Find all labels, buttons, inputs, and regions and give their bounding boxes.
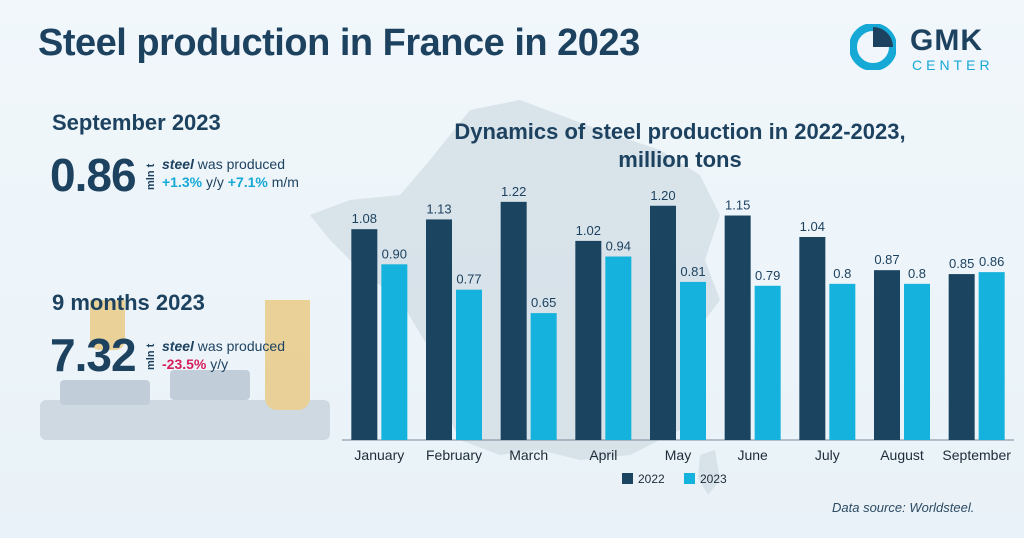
data-label-2022-july: 1.04 <box>800 219 825 234</box>
data-label-2022-september: 0.85 <box>949 256 974 271</box>
data-label-2022-june: 1.15 <box>725 198 750 213</box>
data-label-2022-january: 1.08 <box>352 211 377 226</box>
workers-illustration <box>40 300 330 440</box>
data-label-2023-april: 0.94 <box>606 239 631 254</box>
category-label-september: September <box>942 447 1011 463</box>
data-label-2023-september: 0.86 <box>979 254 1004 269</box>
stat-9months-value: 7.32 <box>50 329 137 381</box>
data-label-2022-august: 0.87 <box>874 252 899 267</box>
category-label-april: April <box>589 447 617 463</box>
chart-title: Dynamics of steel production in 2022-202… <box>420 118 940 174</box>
page-title: Steel production in France in 2023 <box>38 22 640 64</box>
bar-2022-may <box>650 205 676 440</box>
yoy-change: +1.3% <box>162 174 203 190</box>
category-label-july: July <box>815 447 840 463</box>
data-label-2023-august: 0.8 <box>908 266 926 281</box>
bar-2022-march <box>500 201 527 440</box>
legend-swatch-2022 <box>622 473 633 484</box>
bar-2022-january <box>351 229 378 440</box>
data-source: Data source: Worldsteel. <box>832 500 975 515</box>
bar-2022-february <box>426 219 452 440</box>
data-label-2023-february: 0.77 <box>456 272 481 287</box>
gmk-logo-icon <box>850 24 896 70</box>
bar-2023-september <box>978 272 1005 440</box>
logo-name: GMK <box>910 24 983 57</box>
bar-2023-february <box>456 289 482 440</box>
category-label-march: March <box>509 447 548 463</box>
logo-subtitle: CENTER <box>912 57 994 73</box>
yoy-change: -23.5% <box>162 356 207 372</box>
mom-change: +7.1% <box>227 174 268 190</box>
gmk-logo: GMK CENTER <box>850 24 1010 74</box>
legend-label-2022: 2022 <box>638 472 665 486</box>
data-label-2023-march: 0.65 <box>531 295 556 310</box>
data-label-2022-april: 1.02 <box>576 223 601 238</box>
stat-9months-desc: steel was produced <box>162 338 285 354</box>
bar-2023-march <box>530 313 557 440</box>
legend-swatch-2023 <box>684 473 695 484</box>
stat-9months-change: -23.5% y/y <box>162 356 229 372</box>
bar-2023-january <box>381 264 408 440</box>
category-label-january: January <box>354 447 404 463</box>
stat-september-desc: steel was produced <box>162 156 285 172</box>
bar-2022-july <box>799 236 826 440</box>
chart-title-line1: Dynamics of steel production in 2022-202… <box>454 119 906 144</box>
data-label-2022-march: 1.22 <box>501 184 526 199</box>
data-label-2023-january: 0.90 <box>382 246 407 261</box>
category-label-june: June <box>737 447 768 463</box>
stat-september-change: +1.3% y/y +7.1% m/m <box>162 174 299 190</box>
stat-9months-heading: 9 months 2023 <box>52 290 205 315</box>
data-label-2023-july: 0.8 <box>833 266 851 281</box>
data-label-2023-may: 0.81 <box>680 264 705 279</box>
bar-2022-june <box>724 215 751 440</box>
stat-september-value: 0.86 <box>50 149 137 201</box>
bar-2022-august <box>874 270 900 440</box>
data-label-2023-june: 0.79 <box>755 268 780 283</box>
bar-2023-june <box>754 285 781 440</box>
steel-word: steel <box>162 156 194 172</box>
category-label-august: August <box>880 447 924 463</box>
data-label-2022-may: 1.20 <box>650 188 675 203</box>
steel-word: steel <box>162 338 194 354</box>
bar-2023-july <box>829 283 856 440</box>
category-label-may: May <box>665 447 691 463</box>
bar-2023-may <box>680 281 706 440</box>
bar-2023-april <box>605 256 632 440</box>
category-label-february: February <box>426 447 482 463</box>
bar-2023-august <box>904 283 930 440</box>
chart-title-line2: million tons <box>618 147 742 172</box>
bar-2022-september <box>948 274 975 440</box>
data-label-2022-february: 1.13 <box>426 201 451 216</box>
stat-september-heading: September 2023 <box>52 110 221 135</box>
bar-2022-april <box>575 240 602 440</box>
legend-label-2023: 2023 <box>700 472 727 486</box>
